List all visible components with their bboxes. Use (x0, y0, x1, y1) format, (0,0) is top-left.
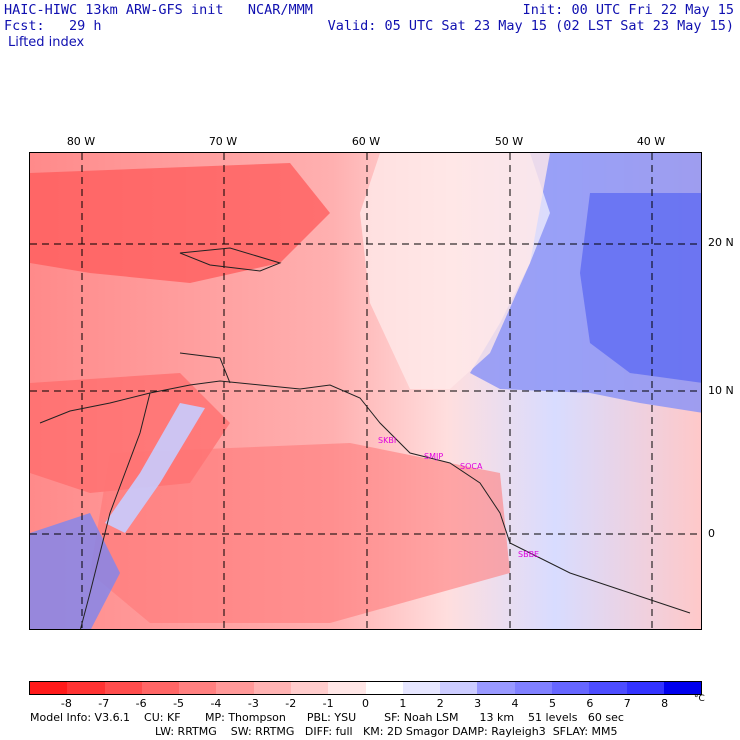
colorbar-swatch (216, 682, 254, 694)
lifted-index-map: SKBI SMJP SOCA SBBE (29, 152, 702, 630)
station-sbbe: SBBE (518, 550, 539, 559)
colorbar-swatch (253, 682, 291, 694)
colorbar-swatch (663, 682, 702, 694)
station-soca: SOCA (460, 462, 483, 471)
colorbar-tick-label: 2 (436, 697, 444, 710)
colorbar-tick-label: -1 (322, 697, 334, 710)
neutral-band (360, 153, 550, 389)
map-svg: SKBI SMJP SOCA SBBE (30, 153, 701, 629)
colorbar-tick-label: 4 (511, 697, 519, 710)
colorbar-tick-label: -5 (173, 697, 185, 710)
colorbar-swatch (290, 682, 329, 694)
colorbar-tick-label: 7 (623, 697, 631, 710)
colorbar-swatch (179, 682, 217, 694)
colorbar-tick-label: 1 (399, 697, 407, 710)
coastlines (39, 247, 691, 629)
valid-time: Valid: 05 UTC Sat 23 May 15 (02 LST Sat … (327, 18, 734, 34)
colorbar-tick-label: -3 (247, 697, 259, 710)
colorbar-swatch (402, 682, 441, 694)
stable-streak-andes (105, 403, 205, 533)
colorbar-tick-label: 5 (548, 697, 556, 710)
colorbar-tick-label: -2 (285, 697, 297, 710)
lon-label-80w: 80 W (66, 135, 96, 148)
lat-label-10n: 10 N (708, 384, 734, 397)
colorbar (29, 681, 702, 695)
colorbar-tick-label: 0 (362, 697, 369, 710)
unstable-region-caribbean (30, 163, 330, 283)
colorbar-swatch (365, 682, 403, 694)
colorbar-swatch (328, 682, 366, 694)
forecast-hour: Fcst: 29 h (4, 18, 102, 34)
colorbar-swatch (589, 682, 627, 694)
footer-line2: LW: RRTMG SW: RRTMG DIFF: full KM: 2D Sm… (155, 725, 618, 738)
lon-label-50w: 50 W (494, 135, 524, 148)
lat-label-20n: 20 N (708, 236, 734, 249)
stable-region-pacific (30, 513, 120, 629)
colorbar-swatch (551, 682, 590, 694)
lat-label-0: 0 (708, 527, 715, 540)
colorbar-unit: °C (694, 694, 705, 704)
lon-label-40w: 40 W (636, 135, 666, 148)
colorbar-swatch (626, 682, 664, 694)
colorbar-tick-label: 6 (586, 697, 594, 710)
field-name: Lifted index (8, 35, 85, 50)
footer-line1: Model Info: V3.6.1 CU: KF MP: Thompson P… (30, 711, 624, 724)
colorbar-swatch (141, 682, 180, 694)
colorbar-swatch (477, 682, 515, 694)
colorbar-swatch (514, 682, 552, 694)
colorbar-tick-label: -8 (60, 697, 72, 710)
station-labels: SKBI SMJP SOCA SBBE (378, 436, 539, 559)
colorbar-tick-label: 8 (661, 697, 669, 710)
station-skbi: SKBI (378, 436, 396, 445)
colorbar-swatch (440, 682, 478, 694)
colorbar-tick-label: -4 (210, 697, 222, 710)
station-smjp: SMJP (424, 452, 443, 461)
unstable-region-amazon (90, 443, 510, 623)
colorbar-swatch (104, 682, 142, 694)
colorbar-tick-label: -6 (135, 697, 147, 710)
title-model: HAIC-HIWC 13km ARW-GFS init NCAR/MMM (4, 2, 313, 18)
colorbar-swatch (30, 682, 68, 694)
strong-stable-core (580, 193, 701, 383)
lon-label-70w: 70 W (208, 135, 238, 148)
colorbar-tick-label: -7 (98, 697, 110, 710)
lon-label-60w: 60 W (351, 135, 381, 148)
colorbar-swatch (67, 682, 105, 694)
colorbar-tick-label: 3 (474, 697, 482, 710)
graticule (30, 153, 701, 629)
init-time: Init: 00 UTC Fri 22 May 15 (522, 2, 734, 18)
